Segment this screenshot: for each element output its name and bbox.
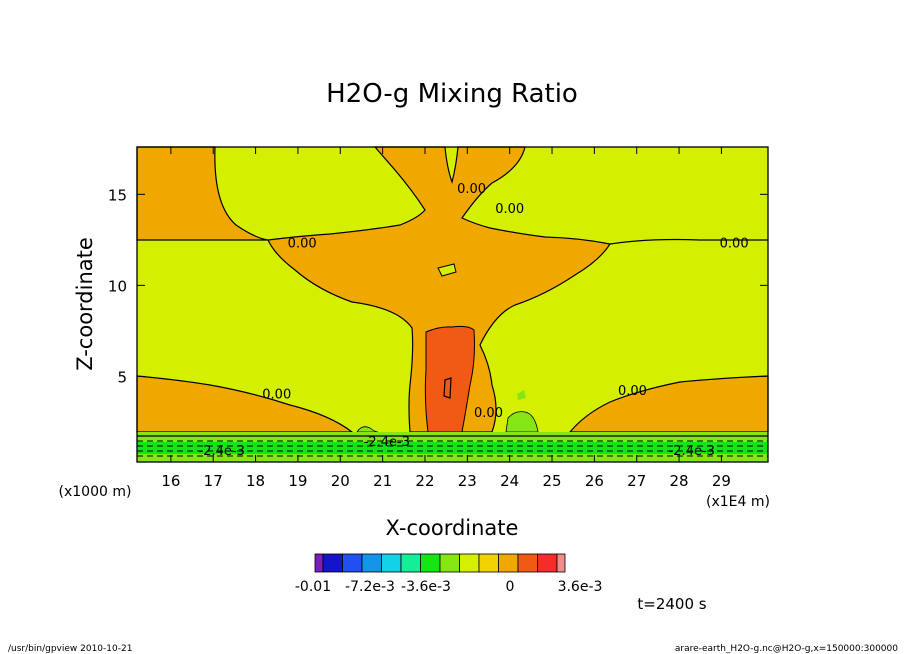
x-tick-label: 17	[204, 472, 223, 490]
contour-labels: 0.00 0.00 0.00 0.00 0.00 0.00 0.00 -2.4e-3 -2.4e…	[199, 182, 749, 459]
x-tick-label: 18	[246, 472, 265, 490]
contour-label: 0.00	[720, 237, 749, 252]
x-tick-label: 27	[627, 472, 646, 490]
x-tick-label: 21	[373, 472, 392, 490]
y-tick-label: 5	[117, 368, 127, 386]
contour-label: 0.00	[495, 202, 524, 217]
contour-label: 0.00	[288, 237, 317, 252]
plot-frame	[136, 146, 769, 463]
colorbar-swatch	[420, 553, 441, 573]
contour-label: 0.00	[457, 182, 486, 197]
x-axis: 16 17 18 19 20 21 22 23 24 25 26 27 28 29	[161, 147, 731, 490]
colorbar-swatch	[556, 553, 566, 573]
x-tick-label: 28	[670, 472, 689, 490]
colorbar-swatch	[342, 553, 363, 573]
contour-label: 0.00	[262, 388, 291, 403]
chart-title: H2O-g Mixing Ratio	[326, 79, 578, 109]
x-tick-label: 23	[458, 472, 477, 490]
x-tick-label: 19	[288, 472, 307, 490]
footer-right: arare-earth_H2O-g.nc@H2O-g,x=150000:3000…	[675, 644, 898, 654]
colorbar-swatch	[478, 553, 499, 573]
plot-area	[136, 146, 769, 463]
x-tick-label: 20	[331, 472, 350, 490]
x-tick-label: 26	[585, 472, 604, 490]
contour-label: -2.4e-3	[669, 444, 715, 459]
green-patch-left	[356, 426, 379, 433]
contour-label: -2.4e-3	[364, 435, 410, 450]
surface-contours-dashed	[137, 440, 768, 457]
contour-label: -2.4e-3	[199, 444, 245, 459]
y-tick-label: 15	[108, 186, 127, 204]
colorbar-swatch	[439, 553, 460, 573]
colorbar-swatch	[400, 553, 421, 573]
colorbar-swatch	[381, 553, 402, 573]
upper-right-contour	[609, 238, 768, 245]
x-unit-right: (x1E4 m)	[706, 494, 770, 510]
y-tick-label: 10	[108, 277, 127, 295]
contour-label: 0.00	[618, 384, 647, 399]
time-label: t=2400 s	[637, 595, 706, 613]
x-tick-label: 16	[161, 472, 180, 490]
central-positive-plume	[267, 146, 611, 433]
colorbar-swatch	[498, 553, 519, 573]
small-closed-contour	[437, 263, 457, 277]
colorbar-labels: -0.01 -7.2e-3 -3.6e-3 0 3.6e-3	[295, 579, 603, 595]
x-axis-title: X-coordinate	[386, 516, 519, 540]
colorbar-label: 3.6e-3	[558, 579, 603, 595]
x-tick-label: 24	[500, 472, 519, 490]
x-tick-label: 29	[712, 472, 731, 490]
contour-label: 0.00	[474, 406, 503, 421]
colorbar-swatch	[322, 553, 343, 573]
x-tick-label: 22	[415, 472, 434, 490]
colorbar-swatch	[537, 553, 558, 573]
core-maximum-region	[424, 325, 475, 433]
green-patch-small	[517, 390, 526, 400]
colorbar-swatch	[361, 553, 382, 573]
colorbar-label: -0.01	[295, 579, 331, 595]
x-tick-label: 25	[542, 472, 561, 490]
colorbar	[314, 553, 566, 573]
colorbar-label: 0	[506, 579, 515, 595]
lower-right-positive-region	[568, 375, 769, 433]
upper-left-positive-region	[136, 146, 269, 241]
colorbar-swatch	[459, 553, 480, 573]
colorbar-swatch	[314, 553, 324, 573]
colorbar-swatch	[517, 553, 538, 573]
green-patch-right	[505, 411, 539, 433]
colorbar-label: -7.2e-3	[345, 579, 395, 595]
lower-left-positive-region	[136, 375, 354, 433]
y-axis-title: Z-coordinate	[73, 237, 97, 371]
core-inner-contour	[443, 377, 452, 399]
x-unit-left: (x1000 m)	[59, 484, 132, 500]
y-axis: 5 10 15	[108, 186, 768, 386]
colorbar-label: -3.6e-3	[401, 579, 451, 595]
footer-left: /usr/bin/gpview 2010-10-21	[8, 644, 132, 654]
